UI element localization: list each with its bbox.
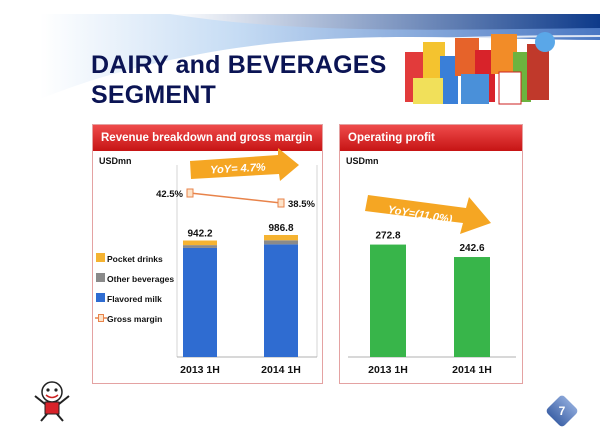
value-label-2014-1h: 242.6 [459,243,484,254]
operating-profit-unit-label: USDmn [346,156,379,166]
legend-label-flavored-milk: Flavored milk [107,294,162,304]
bar-flavored-milk-2014-1h [264,244,298,357]
gross-margin-point-2013-1h [186,188,194,198]
legend-swatch-pocket-drinks [96,253,105,262]
gross-margin-line [189,192,282,204]
header-swoosh [39,14,600,101]
revenue-panel: Revenue breakdown and gross margin USDmn… [92,124,323,384]
operating-profit-panel-header: Operating profit [340,125,522,151]
bar-other-beverages-2013-1h [183,245,217,248]
total-label-2013-1h: 942.2 [187,229,212,240]
x-tick-label-2013-1h: 2013 1H [180,364,220,376]
revenue-panel-header: Revenue breakdown and gross margin [93,125,322,151]
mascot-image [34,381,70,422]
revenue-chart: 942.2 2013 1H 986.8 2014 1H 42.5% 38.5% YoY= 4… [95,148,318,376]
operating-profit-panel: Operating profit USDmn 272.8 2013 1H 242.6… [339,124,523,384]
bar-operating-profit-2013-1h [370,244,406,357]
legend-label-pocket-drinks: Pocket drinks [107,254,163,264]
value-label-2013-1h: 272.8 [375,231,400,242]
gross-margin-label-2014-1h: 38.5% [288,199,315,210]
gross-margin-point-2014-1h [277,198,285,208]
bar-flavored-milk-2013-1h [183,247,217,357]
revenue-unit-label: USDmn [99,156,132,166]
legend-label-other-beverages: Other beverages [107,274,174,284]
title-line-2: SEGMENT [91,81,217,109]
yoy-arrow-operating-profit [365,195,491,234]
product-collage-image [405,32,555,105]
x-tick-label-2013-1h: 2013 1H [368,364,408,376]
title-line-1: DAIRY and BEVERAGES [91,51,387,79]
x-tick-label-2014-1h: 2014 1H [261,364,301,376]
legend-swatch-marker-gross-margin [98,314,104,322]
bar-operating-profit-2014-1h [454,257,490,357]
total-label-2014-1h: 986.8 [268,223,293,234]
legend-swatch-flavored-milk [96,293,105,302]
legend-swatch-other-beverages [96,273,105,282]
yoy-label-revenue: YoY= 4.7% [210,162,266,177]
bar-pocket-drinks-2013-1h [183,240,217,246]
legend-label-gross-margin: Gross margin [107,314,162,324]
x-tick-label-2014-1h: 2014 1H [452,364,492,376]
page-number: 7 [558,404,566,418]
bar-other-beverages-2014-1h [264,240,298,245]
page-title: DAIRY and BEVERAGES SEGMENT [91,50,387,110]
gross-margin-label-2013-1h: 42.5% [156,189,183,200]
yoy-arrow-revenue [190,148,299,181]
bar-pocket-drinks-2014-1h [264,234,298,241]
